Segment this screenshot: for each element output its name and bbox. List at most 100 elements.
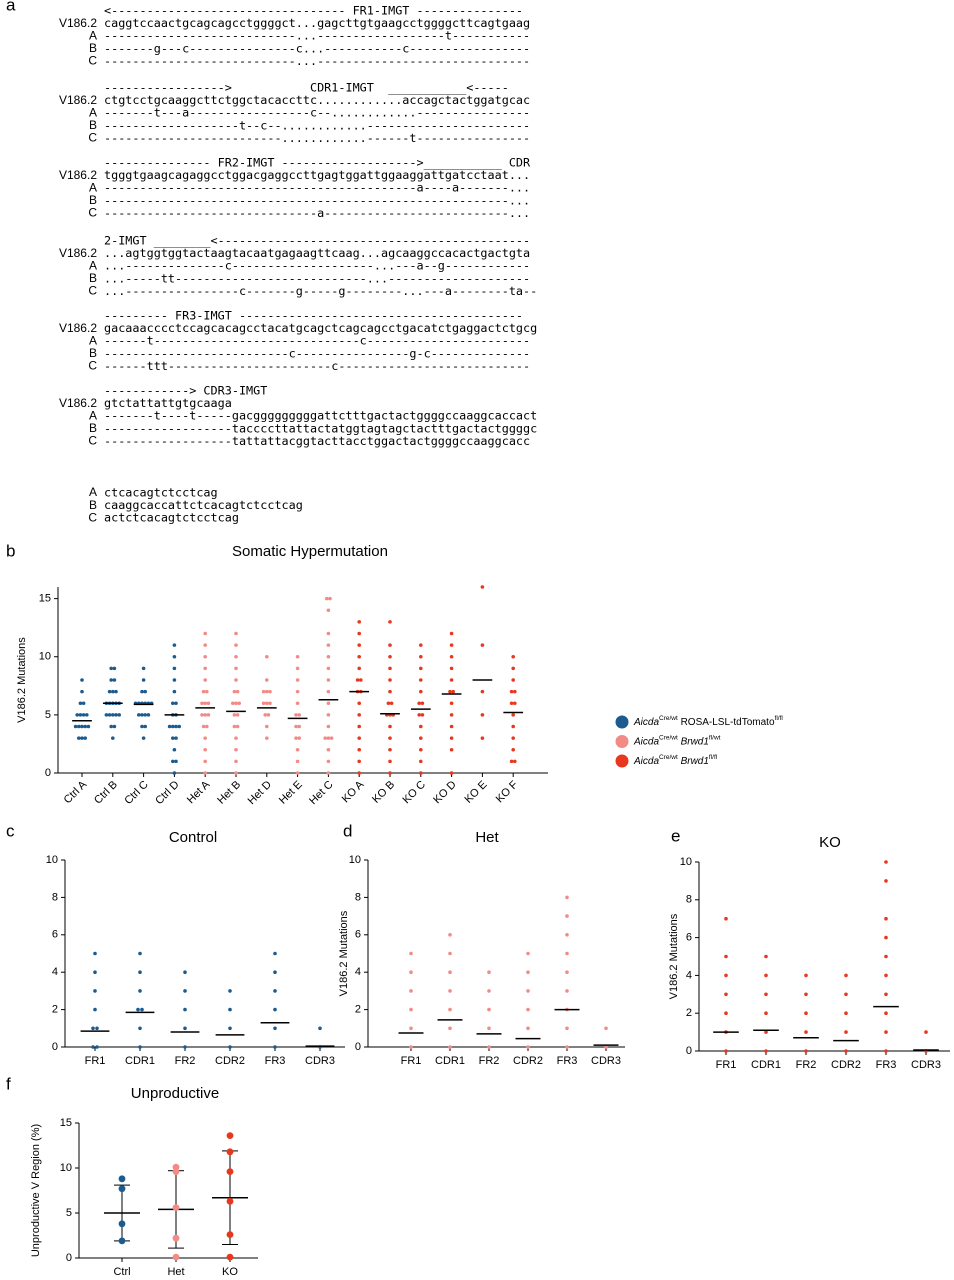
x-tick-label: KO E — [462, 779, 489, 806]
x-tick-label: KO F — [494, 778, 521, 805]
x-tick-label: CDR1 — [751, 1059, 781, 1071]
x-tick-label: CDR1 — [435, 1055, 465, 1067]
data-point — [232, 689, 237, 694]
data-point — [388, 620, 392, 624]
data-point — [325, 596, 329, 601]
data-point — [203, 654, 207, 659]
sequence: ctcacagtctcctcag — [104, 486, 218, 500]
data-point — [234, 678, 238, 682]
x-tick-label: Het D — [246, 779, 274, 807]
data-point — [265, 736, 269, 740]
data-point — [111, 736, 115, 740]
data-point — [449, 771, 454, 775]
data-point — [78, 701, 83, 706]
data-point — [167, 724, 172, 729]
data-point — [326, 747, 331, 752]
data-point — [419, 759, 423, 764]
data-point — [171, 759, 175, 764]
y-tick-label: 4 — [686, 969, 692, 981]
data-point — [203, 678, 207, 682]
data-point — [355, 678, 360, 682]
data-point — [326, 666, 331, 671]
data-point — [203, 736, 207, 740]
data-point — [183, 970, 187, 974]
x-tick-label: Ctrl A — [62, 778, 90, 806]
data-point — [77, 736, 81, 740]
data-point — [388, 736, 392, 740]
data-point — [449, 724, 454, 729]
x-tick-label: FR3 — [557, 1055, 578, 1067]
data-point — [565, 914, 569, 918]
data-point — [357, 701, 362, 706]
y-tick-label: 10 — [680, 856, 692, 868]
y-tick-label: 8 — [686, 894, 692, 906]
data-point — [448, 1007, 452, 1012]
data-point — [112, 678, 117, 682]
data-point — [487, 1007, 491, 1012]
data-point — [138, 1045, 142, 1049]
sequence-label: B — [89, 346, 97, 360]
data-point — [172, 1253, 180, 1261]
sequence: ...--------------c--------------------..… — [104, 259, 530, 273]
sequence: <--------------------------------- FR1-I… — [104, 4, 523, 18]
data-point — [114, 713, 118, 717]
data-point — [513, 759, 517, 764]
sequence-label: B — [89, 41, 97, 55]
data-point — [91, 1026, 95, 1031]
data-point — [171, 736, 175, 740]
sequence: ----------------------------------------… — [104, 193, 530, 207]
data-point — [357, 666, 362, 671]
data-point — [95, 1045, 99, 1049]
data-point — [449, 643, 454, 647]
data-point — [114, 689, 118, 694]
data-point — [295, 689, 300, 694]
data-point — [141, 736, 146, 740]
data-point — [724, 992, 728, 997]
data-point — [140, 1007, 144, 1012]
data-point — [526, 1026, 530, 1031]
data-point — [294, 724, 298, 729]
x-tick-label: Het A — [185, 778, 213, 806]
y-tick-label: 0 — [45, 767, 51, 779]
data-point — [420, 701, 425, 706]
data-point — [419, 654, 423, 659]
data-point — [565, 1026, 569, 1031]
data-point — [924, 1030, 928, 1034]
sequence: -------------------------............---… — [104, 131, 530, 145]
data-point — [172, 771, 177, 775]
x-tick-label: CDR1 — [125, 1055, 155, 1067]
panel-label: a — [6, 0, 16, 14]
x-tick-label: CDR2 — [831, 1059, 861, 1071]
sequence: -------------------t--c--............---… — [104, 118, 530, 132]
sequence: caggtccaactgcagcagcctggggct...gagcttgtga… — [104, 16, 530, 30]
x-tick-label: CDR3 — [911, 1059, 941, 1071]
data-point — [409, 1007, 413, 1012]
data-point — [844, 1030, 848, 1034]
data-point — [884, 1030, 888, 1034]
data-point — [357, 713, 362, 717]
data-point — [140, 689, 144, 694]
legend-part: Brwd1 — [678, 756, 709, 767]
data-point — [357, 724, 362, 729]
sequence: ------ttt-----------------------c-------… — [104, 359, 530, 373]
data-point — [448, 689, 452, 694]
chart-title: Het — [475, 829, 499, 846]
data-point — [118, 1237, 126, 1245]
x-tick-label: FR1 — [85, 1055, 106, 1067]
x-tick-label: CDR2 — [513, 1055, 543, 1067]
data-point — [511, 747, 515, 752]
data-point — [261, 689, 266, 694]
sequence-label: A — [89, 258, 97, 272]
data-point — [449, 701, 454, 706]
data-point — [480, 689, 485, 694]
data-point — [764, 973, 768, 978]
data-point — [234, 736, 238, 740]
x-tick-label: Het — [167, 1266, 184, 1278]
data-point — [326, 689, 331, 694]
data-point — [201, 689, 206, 694]
y-tick-label: 5 — [66, 1207, 72, 1219]
sequence: --------------- FR2-IMGT ---------------… — [104, 156, 531, 170]
data-point — [323, 736, 328, 740]
data-point — [409, 989, 413, 993]
